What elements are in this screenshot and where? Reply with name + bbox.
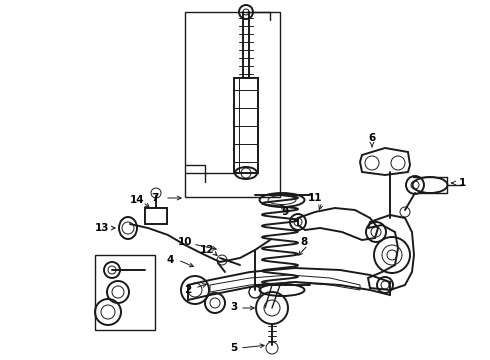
Text: 14: 14 <box>130 195 145 205</box>
Bar <box>185 12 280 197</box>
Text: 1: 1 <box>458 178 466 188</box>
Text: 13: 13 <box>95 223 109 233</box>
Text: 9: 9 <box>281 207 289 217</box>
Text: 2: 2 <box>184 285 192 295</box>
Text: 11: 11 <box>308 193 322 203</box>
Text: 6: 6 <box>368 133 376 143</box>
Text: 8: 8 <box>300 237 308 247</box>
Bar <box>145 208 167 224</box>
Bar <box>234 78 258 173</box>
Bar <box>95 255 155 330</box>
Text: 5: 5 <box>230 343 238 353</box>
Text: 3: 3 <box>230 302 238 312</box>
Text: 12: 12 <box>200 245 214 255</box>
Text: 4: 4 <box>166 255 173 265</box>
Text: 7: 7 <box>151 193 159 203</box>
Text: 10: 10 <box>178 237 192 247</box>
